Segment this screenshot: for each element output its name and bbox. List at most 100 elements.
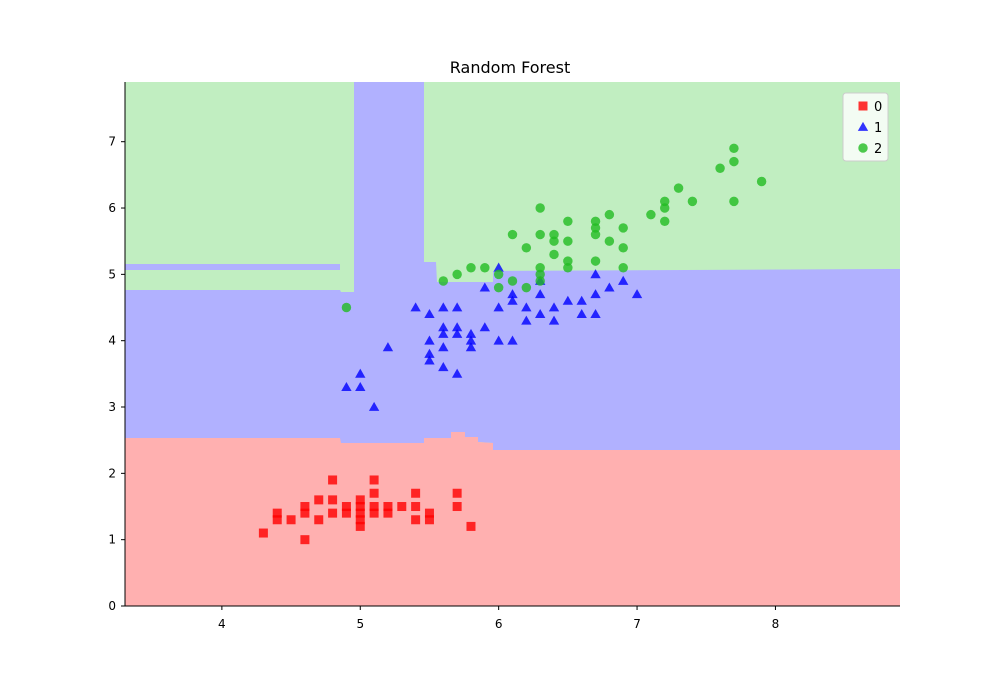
point-class-1 <box>424 308 435 319</box>
point-class-2 <box>549 236 559 246</box>
point-class-2 <box>660 196 670 207</box>
chart-title: Random Forest <box>450 58 570 77</box>
point-class-2 <box>493 269 504 280</box>
point-class-1 <box>548 302 560 312</box>
point-class-1 <box>355 381 366 391</box>
point-class-0 <box>300 535 310 545</box>
point-class-2 <box>590 216 601 227</box>
point-class-1 <box>451 328 463 338</box>
data-points <box>258 143 767 545</box>
point-class-2 <box>438 276 449 286</box>
point-class-2 <box>563 216 573 227</box>
point-class-2 <box>618 223 628 233</box>
point-class-2 <box>535 276 545 286</box>
point-class-1 <box>465 335 477 345</box>
y-tick-label: 2 <box>108 466 116 480</box>
point-class-2 <box>729 156 739 167</box>
point-class-0 <box>411 515 421 525</box>
point-class-2 <box>535 229 545 240</box>
point-class-1 <box>576 295 587 305</box>
point-class-0 <box>383 502 393 512</box>
point-class-1 <box>631 289 643 299</box>
point-class-2 <box>466 262 476 273</box>
point-class-1 <box>355 368 366 378</box>
point-class-2 <box>590 229 601 240</box>
legend-marker-1 <box>857 121 869 131</box>
axes-frame <box>124 82 900 607</box>
point-class-0 <box>355 521 365 531</box>
x-tick-label: 8 <box>772 617 780 631</box>
point-class-0 <box>328 475 338 485</box>
point-class-2 <box>493 282 504 293</box>
point-class-1 <box>493 262 504 272</box>
point-class-0 <box>424 508 434 518</box>
y-tick-label: 5 <box>108 267 116 281</box>
region-class-1 <box>125 82 900 450</box>
y-axis-ticks: 0 1 2 3 4 5 6 7 <box>108 135 125 613</box>
point-class-0 <box>355 502 365 512</box>
point-class-2 <box>604 209 615 220</box>
point-class-0 <box>286 515 296 525</box>
point-class-0 <box>258 528 268 538</box>
point-class-1 <box>438 342 449 352</box>
point-class-2 <box>521 243 532 253</box>
y-tick-label: 3 <box>108 400 116 414</box>
point-class-0 <box>300 502 310 512</box>
point-class-1 <box>507 335 518 345</box>
legend-label-1: 1 <box>874 121 882 136</box>
point-class-2 <box>660 216 670 227</box>
point-class-0 <box>300 508 310 518</box>
point-class-1 <box>590 269 601 279</box>
point-class-1 <box>590 289 601 299</box>
point-class-0 <box>369 475 379 485</box>
point-class-1 <box>438 322 449 332</box>
point-class-1 <box>368 401 380 411</box>
point-class-2 <box>756 176 767 187</box>
x-tick-label: 4 <box>218 617 226 631</box>
point-class-0 <box>328 508 338 518</box>
x-tick-label: 6 <box>495 617 503 631</box>
point-class-1 <box>424 335 435 345</box>
point-class-0 <box>383 508 393 518</box>
point-class-1 <box>562 295 574 305</box>
point-class-0 <box>452 502 462 512</box>
point-class-2 <box>549 249 559 260</box>
point-class-0 <box>466 521 476 531</box>
point-class-0 <box>272 515 282 525</box>
point-class-2 <box>563 262 573 273</box>
legend: 0 1 2 <box>842 92 889 162</box>
point-class-1 <box>341 381 352 391</box>
point-class-2 <box>480 262 490 273</box>
y-tick-label: 6 <box>108 201 116 215</box>
point-class-1 <box>382 342 394 352</box>
point-class-1 <box>451 322 463 332</box>
legend-marker-0 <box>858 101 868 111</box>
point-class-1 <box>507 289 518 299</box>
point-class-1 <box>590 308 601 319</box>
legend-label-2: 2 <box>874 142 882 157</box>
point-class-0 <box>355 515 365 525</box>
point-class-1 <box>479 282 490 292</box>
point-class-2 <box>673 183 684 193</box>
point-class-1 <box>493 335 504 345</box>
point-class-2 <box>535 262 545 273</box>
point-class-2 <box>535 269 545 280</box>
point-class-1 <box>618 275 629 285</box>
x-axis-ticks: 4 5 6 7 8 <box>218 606 779 631</box>
point-class-0 <box>341 502 351 512</box>
point-class-1 <box>465 328 477 338</box>
point-class-2 <box>535 203 545 213</box>
point-class-1 <box>451 368 463 378</box>
point-class-1 <box>493 302 504 312</box>
point-class-2 <box>341 302 352 313</box>
point-class-2 <box>618 243 628 253</box>
point-class-2 <box>729 143 739 154</box>
point-class-2 <box>563 236 573 246</box>
point-class-2 <box>452 269 462 280</box>
point-class-1 <box>424 355 435 365</box>
legend-marker-2 <box>858 143 868 153</box>
point-class-0 <box>411 488 421 498</box>
point-class-2 <box>590 256 601 266</box>
y-tick-label: 0 <box>108 599 116 613</box>
